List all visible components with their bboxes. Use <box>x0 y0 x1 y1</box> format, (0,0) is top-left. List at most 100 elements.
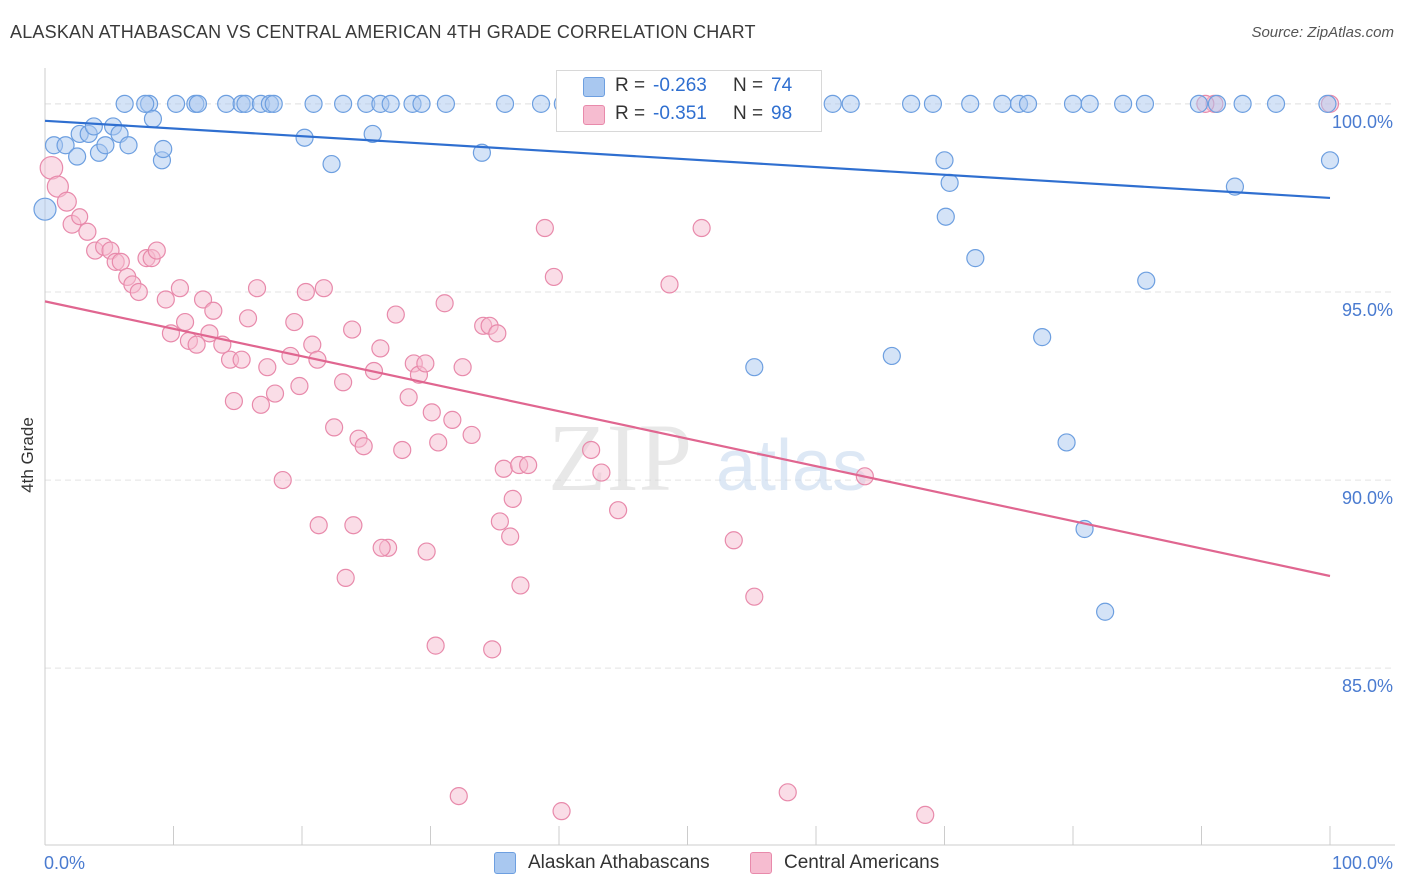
athabascan-point <box>84 117 103 136</box>
central-american-point <box>501 527 520 546</box>
central-american-point <box>511 576 530 595</box>
athabascan-point <box>322 154 341 174</box>
athabascan-point <box>1063 94 1083 113</box>
central-american-trend-line <box>44 300 1331 578</box>
central-american-point <box>371 339 390 358</box>
athabascan-point <box>119 136 138 155</box>
r-label: R = <box>615 75 646 96</box>
central-american-point <box>78 222 97 241</box>
r-label: R = <box>615 103 646 124</box>
central-american-point <box>503 489 522 508</box>
athabascan-point <box>841 94 860 113</box>
central-american-point <box>187 335 206 354</box>
n-value: 74 <box>771 75 793 96</box>
central-american-point <box>354 437 373 456</box>
athabascan-point <box>935 151 954 170</box>
central-american-point <box>334 373 353 392</box>
athabascan-point <box>56 136 75 155</box>
athabascan-point <box>264 94 283 113</box>
central-american-point <box>422 403 441 422</box>
central-american-point <box>314 279 333 298</box>
athabascan-point <box>1114 94 1133 113</box>
central-american-point <box>336 568 355 587</box>
athabascan-point <box>96 136 115 155</box>
legend-item-central-americans[interactable]: Central Americans <box>750 852 939 874</box>
central-american-point <box>745 587 764 606</box>
x-tick-label-max: 100.0% <box>1332 853 1393 873</box>
central-american-point <box>916 805 935 825</box>
legend-item-athabascans[interactable]: Alaskan Athabascans <box>494 852 710 874</box>
legend-label: Alaskan Athabascans <box>528 852 710 873</box>
central-american-point <box>56 191 77 212</box>
watermark-zip: ZIP <box>548 404 692 511</box>
central-american-point <box>426 636 445 655</box>
central-american-point <box>273 470 292 490</box>
y-tick-label: 90.0% <box>1342 488 1393 508</box>
central-american-point <box>193 290 213 309</box>
central-american-point <box>416 354 435 373</box>
central-american-point <box>449 786 468 806</box>
athabascan-point <box>217 94 236 113</box>
athabascan-point <box>436 94 456 113</box>
central-americans-legend-swatch <box>750 852 772 874</box>
central-american-point <box>490 512 509 531</box>
athabascan-point <box>143 109 163 129</box>
stats-legend: R = -0.263 N = 74 R = -0.351 N = 98 <box>556 70 822 132</box>
athabascan-point <box>966 249 985 268</box>
athabascan-point <box>412 94 431 113</box>
athabascan-point <box>936 207 955 226</box>
central-american-point <box>462 425 481 445</box>
central-american-point <box>46 175 69 198</box>
central-american-point <box>453 358 472 377</box>
central-american-point <box>309 516 328 535</box>
central-american-point <box>778 783 797 802</box>
central-american-point <box>129 282 148 302</box>
central-american-point <box>325 418 344 437</box>
athabascan-point <box>68 147 87 166</box>
central-american-point <box>488 324 507 343</box>
athabascan-point <box>882 346 901 366</box>
athabascan-point <box>115 94 134 113</box>
central-american-point <box>156 290 175 309</box>
athabascan-point <box>1137 271 1156 290</box>
y-tick-label: 100.0% <box>1332 112 1393 132</box>
athabascan-point <box>1135 94 1155 113</box>
central-american-point <box>582 440 601 460</box>
athabascan-point <box>1080 94 1099 113</box>
athabascan-point <box>745 358 764 377</box>
x-tick-label-min: 0.0% <box>44 853 85 873</box>
source-label: Source: ZipAtlas.com <box>1251 24 1394 41</box>
athabascan-point <box>993 94 1012 113</box>
athabascan-point <box>1096 602 1115 621</box>
central-american-point <box>285 312 304 332</box>
athabascan-point <box>531 94 551 113</box>
series-legend: Alaskan Athabascans Central Americans <box>0 852 1406 878</box>
athabascan-point <box>1233 94 1252 113</box>
chart-title: ALASKAN ATHABASCAN VS CENTRAL AMERICAN 4… <box>10 22 756 42</box>
central-american-point <box>660 275 679 294</box>
central-american-point <box>238 309 258 328</box>
athabascan-point <box>363 124 382 144</box>
central-american-point <box>258 358 277 377</box>
athabascan-point <box>940 173 959 192</box>
central-american-point <box>296 282 315 302</box>
athabascan-point <box>1266 94 1286 113</box>
central-american-point <box>147 241 166 260</box>
central-american-point <box>265 384 285 403</box>
central-american-point <box>386 305 405 324</box>
n-label: N = <box>733 75 764 96</box>
r-value: -0.351 <box>653 103 707 124</box>
central-american-point <box>609 501 628 520</box>
r-value: -0.263 <box>653 75 707 96</box>
central-american-point <box>372 538 391 557</box>
central-american-point <box>224 391 243 411</box>
central-american-point <box>290 376 309 396</box>
central-american-point <box>519 455 538 475</box>
athabascan-point <box>1189 94 1209 113</box>
central-american-point <box>544 267 563 287</box>
central-american-point <box>393 440 412 460</box>
central-american-swatch <box>583 105 605 125</box>
n-label: N = <box>733 103 764 124</box>
central-american-point <box>251 395 270 414</box>
